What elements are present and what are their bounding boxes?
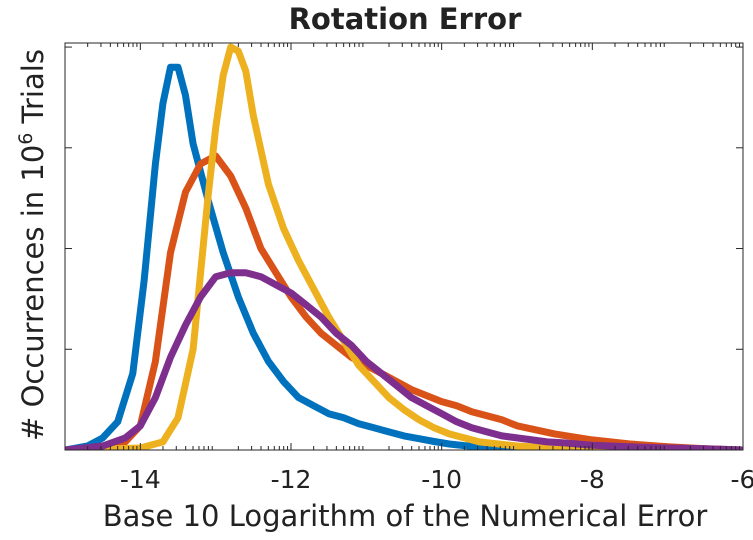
series-line-3: [65, 43, 743, 450]
y-axis-label: # Occurrences in 106 Trials: [15, 49, 50, 441]
y-axis-label-exponent: 6: [15, 133, 37, 145]
x-tick-label: -8: [580, 465, 605, 494]
series-line-4: [65, 269, 743, 450]
plot-area-border: [64, 42, 744, 451]
x-tick-label: -12: [271, 465, 312, 494]
tick-layer: -14 -12 -10 -8 -6: [65, 43, 753, 494]
chart-title: Rotation Error: [289, 2, 522, 36]
y-axis-label-main: # Occurrences in 10: [16, 145, 50, 441]
y-axis-label-tail: Trials: [16, 49, 50, 133]
series-layer: [65, 43, 743, 450]
x-tick-label: -14: [120, 465, 161, 494]
x-tick-label: -10: [421, 465, 462, 494]
x-tick-label: -6: [731, 465, 753, 494]
x-axis-label: Base 10 Logarithm of the Numerical Error: [103, 499, 708, 533]
